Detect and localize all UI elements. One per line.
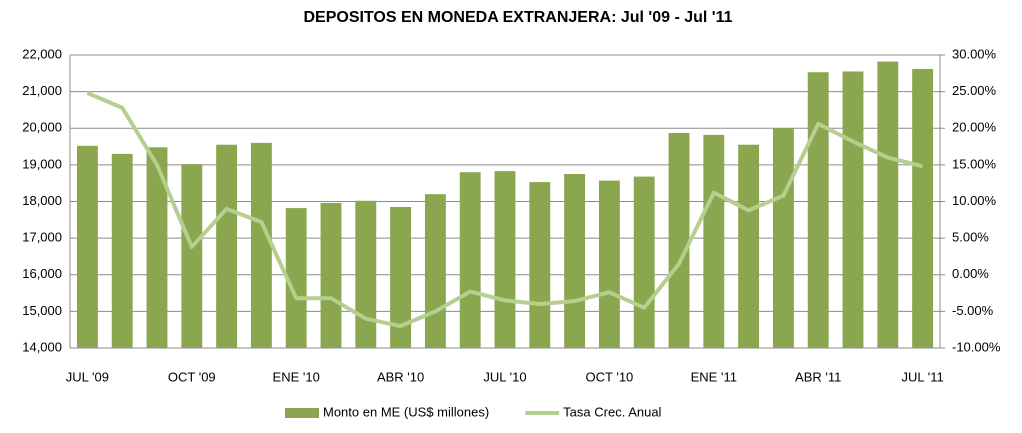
bar	[668, 133, 690, 348]
bar	[390, 206, 412, 348]
y2-tick-label: 10.00%	[952, 193, 997, 208]
legend-label: Monto en ME (US$ millones)	[323, 404, 489, 419]
y2-tick-label: 15.00%	[952, 156, 997, 171]
bar	[772, 128, 794, 348]
bar	[355, 200, 377, 348]
bar	[564, 174, 586, 348]
bar	[703, 134, 725, 348]
bar	[285, 208, 307, 348]
y-tick-label: 21,000	[22, 83, 62, 98]
y-tick-label: 16,000	[22, 266, 62, 281]
bar	[494, 171, 516, 348]
y2-tick-label: 5.00%	[952, 230, 989, 245]
bar	[807, 72, 829, 349]
chart-title: DEPOSITOS EN MONEDA EXTRANJERA: Jul '09 …	[303, 9, 732, 26]
y-tick-label: 20,000	[22, 120, 62, 135]
bar	[738, 144, 760, 348]
bar	[216, 144, 238, 348]
bar	[76, 145, 98, 348]
bar	[633, 176, 655, 348]
bar	[250, 142, 272, 348]
x-tick-label: ABR '11	[795, 369, 841, 384]
x-tick-label: ABR '10	[377, 369, 424, 384]
y2-tick-label: 25.00%	[952, 83, 997, 98]
bar	[146, 147, 168, 348]
y-tick-label: 18,000	[22, 193, 62, 208]
y2-tick-label: 30.00%	[952, 46, 997, 61]
x-tick-label: ENE '11	[691, 369, 737, 384]
y-tick-label: 19,000	[22, 156, 62, 171]
y2-tick-label: -5.00%	[952, 303, 994, 318]
y2-tick-label: 20.00%	[952, 120, 997, 135]
x-tick-label: JUL '11	[901, 369, 943, 384]
legend-label: Tasa Crec. Anual	[563, 404, 661, 419]
y2-tick-label: 0.00%	[952, 266, 989, 281]
bar	[877, 61, 899, 348]
bar	[529, 182, 551, 348]
bar	[181, 164, 203, 348]
bar	[459, 172, 481, 348]
bar	[598, 180, 620, 348]
bar	[424, 194, 446, 348]
y-tick-label: 15,000	[22, 303, 62, 318]
bar	[320, 202, 342, 348]
y-tick-label: 17,000	[22, 230, 62, 245]
y-tick-label: 14,000	[22, 339, 62, 354]
legend-swatch	[285, 408, 319, 418]
y-tick-label: 22,000	[22, 46, 62, 61]
bar	[912, 68, 934, 348]
x-tick-label: JUL '09	[66, 369, 109, 384]
bar	[111, 153, 133, 348]
x-tick-label: OCT '09	[168, 369, 216, 384]
y2-tick-label: -10.00%	[952, 339, 1001, 354]
x-tick-label: OCT '10	[586, 369, 634, 384]
bar	[842, 71, 864, 348]
line	[86, 91, 924, 329]
x-tick-label: ENE '10	[273, 369, 320, 384]
x-tick-label: JUL '10	[483, 369, 526, 384]
